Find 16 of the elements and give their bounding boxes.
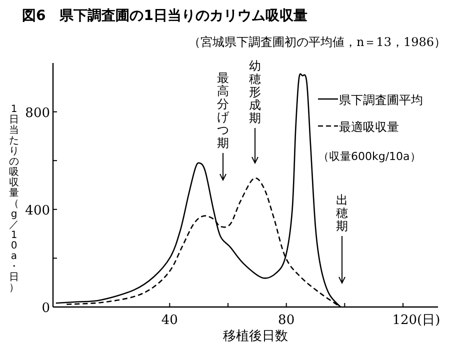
- x-axis-title: 移植後日数: [223, 329, 288, 344]
- y-tick-label: 0: [42, 301, 50, 316]
- annotation: 出穂期: [336, 193, 348, 233]
- legend-label: 最適吸収量: [339, 120, 399, 134]
- y-tick-label: 400: [25, 203, 50, 218]
- annotation: 最高分げつ期: [217, 71, 230, 150]
- annotation: 幼穂形成期: [249, 59, 261, 125]
- x-tick-label: 80: [278, 313, 295, 328]
- y-tick-label: 800: [25, 106, 50, 121]
- x-tick-label: 40: [161, 313, 178, 328]
- x-tick-label: 120(日): [392, 313, 440, 328]
- chart-subtitle: （宮城県下調査圃初の平均値，n＝13，1986）: [188, 35, 446, 49]
- chart-title: 図6 県下調査圃の1日当りのカリウム吸収量: [22, 7, 308, 24]
- text: 1日当たりの吸収量（g／10a・日）: [9, 104, 19, 294]
- legend-label: 県下調査圃平均: [339, 93, 423, 107]
- annotation: （収量600kg/10a）: [318, 150, 421, 163]
